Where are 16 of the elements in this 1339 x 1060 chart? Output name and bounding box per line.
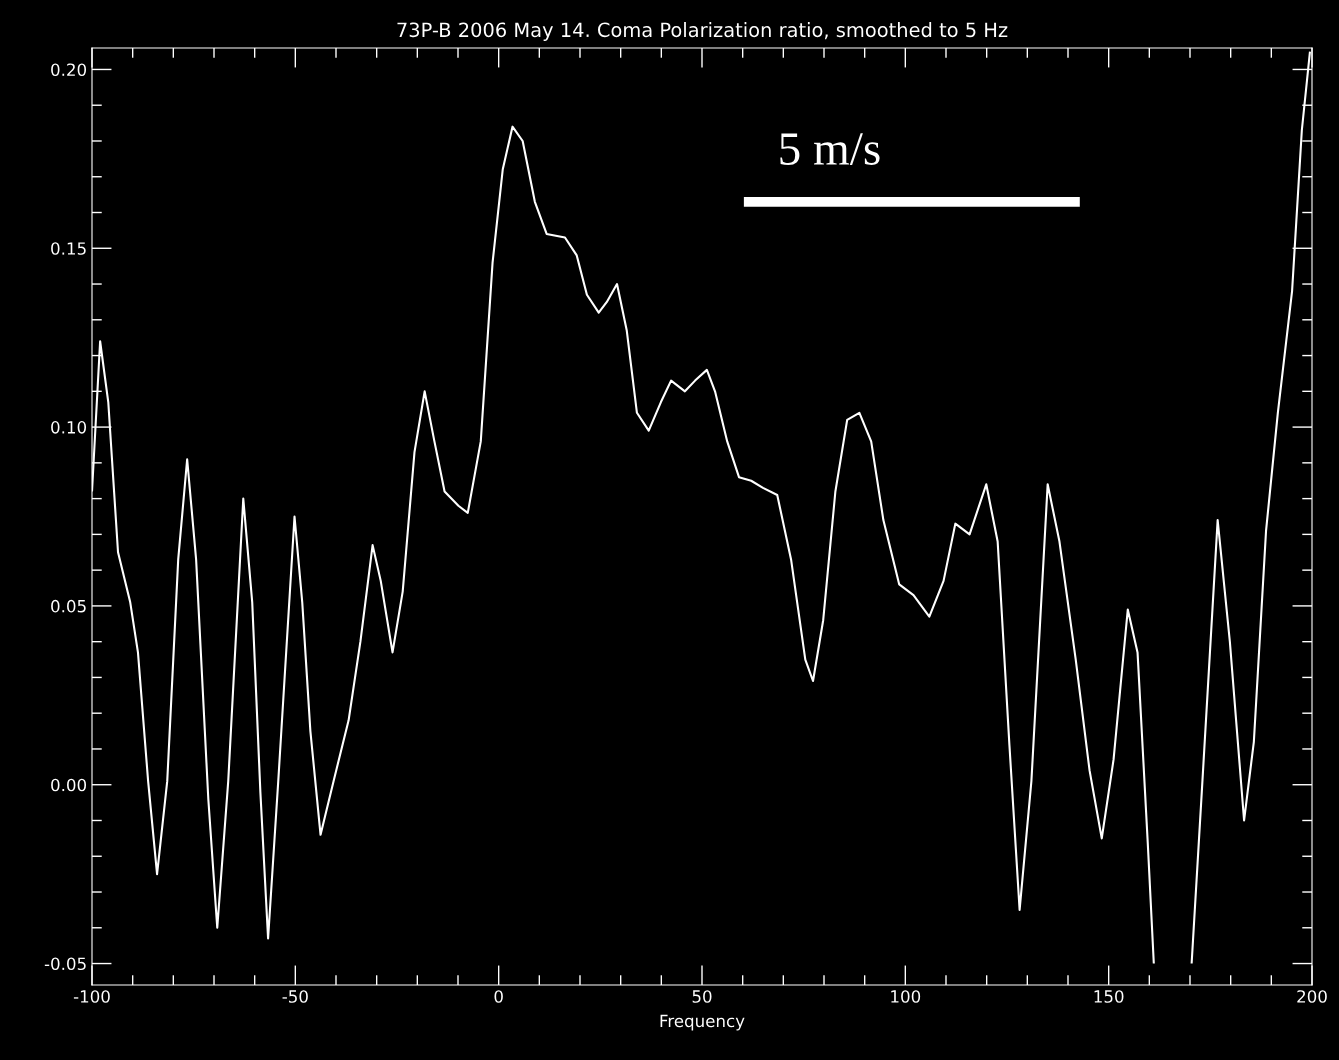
x-tick-label: -100 (73, 990, 110, 1003)
x-axis-title: Frequency (660, 1014, 745, 1031)
y-tick-label: 0.15 (51, 242, 86, 255)
y-tick-label: 0.05 (51, 599, 86, 613)
x-tick-label: 150 (1094, 990, 1124, 1003)
y-tick-label: 0.00 (51, 778, 87, 792)
x-tick-label: 100 (891, 990, 921, 1003)
y-tick-label: -0.05 (44, 957, 86, 971)
annotation: 5 m/s (780, 133, 880, 165)
x-tick-label: -50 (282, 990, 308, 1003)
chart-title: 73P-B 2006 May 14. Coma Polarization ratio, smoothed to 5 Hz (397, 22, 1008, 41)
y-tick-label: 0.10 (51, 421, 87, 434)
x-tick-label: 0 (494, 990, 503, 1003)
y-tick-label: 0.20 (51, 63, 87, 77)
x-tick-label: 50 (692, 990, 712, 1003)
x-tick-label: 200 (1297, 990, 1327, 1003)
